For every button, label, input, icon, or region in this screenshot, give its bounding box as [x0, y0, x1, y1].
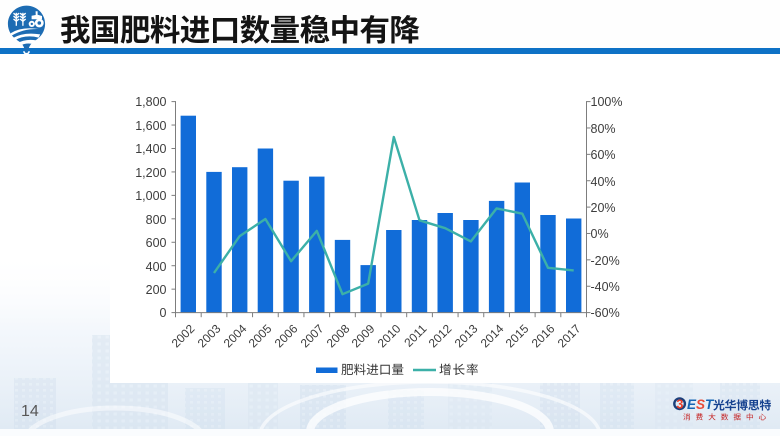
svg-text:3: 3 [676, 397, 683, 411]
